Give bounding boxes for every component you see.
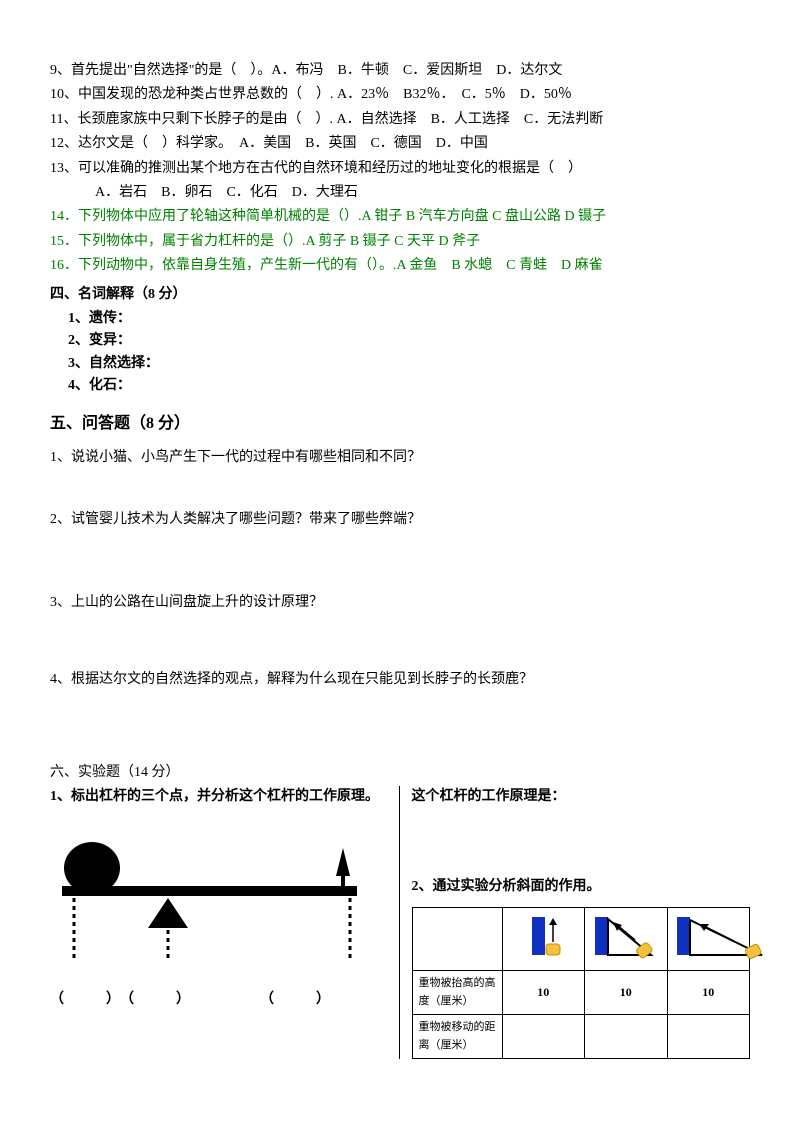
table-row: 重物被移动的距离（厘米） — [412, 1015, 750, 1059]
section-5-q3: 3、上山的公路在山间盘旋上升的设计原理？ — [50, 592, 750, 614]
section-5-q1: 1、说说小猫、小鸟产生下一代的过程中有哪些相同和不同？ — [50, 447, 750, 469]
term-4: 4、化石： — [68, 375, 750, 397]
section-4-heading: 四、名词解释（8 分） — [50, 284, 750, 306]
lever-prompt: 1、标出杠杆的三个点，并分析这个杠杆的工作原理。 — [50, 786, 389, 808]
question-13-line2: A．岩石 B．卵石 C．化石 D．大理石 — [50, 182, 750, 204]
cell-empty — [585, 1015, 668, 1059]
header-blank — [412, 907, 502, 970]
section-6-right: 这个杠杆的工作原理是： 2、通过实验分析斜面的作用。 — [400, 786, 751, 1059]
question-11: 11、长颈鹿家族中只剩下长脖子的是由（ ）. A．自然选择 B．人工选择 C．无… — [50, 109, 750, 131]
section-6-container: 1、标出杠杆的三个点，并分析这个杠杆的工作原理。 （ ） （ ） （ ） 这个杠… — [50, 786, 750, 1059]
section-5-q2: 2、试管婴儿技术为人类解决了哪些问题？带来了哪些弊端？ — [50, 509, 750, 531]
principle-prompt: 这个杠杆的工作原理是： — [412, 786, 751, 808]
question-9: 9、首先提出"自然选择"的是（ ）。A．布冯 B．牛顿 C．爱因斯坦 D．达尔文 — [50, 60, 750, 82]
term-2: 2、变异： — [68, 330, 750, 352]
section-5-heading: 五、问答题（8 分） — [50, 411, 750, 437]
question-13-line1: 13、可以准确的推测出某个地方在古代的自然环境和经历过的地址变化的根据是（ ） — [50, 158, 750, 180]
table-row — [412, 907, 750, 970]
question-10: 10、中国发现的恐龙种类占世界总数的（ ）. A．23％ B32％． C．5％ … — [50, 84, 750, 106]
diagram-cell-3 — [667, 907, 750, 970]
incline-table: 重物被抬高的高度（厘米） 10 10 10 重物被移动的距离（厘米） — [412, 907, 751, 1060]
term-3: 3、自然选择： — [68, 353, 750, 375]
cell-empty — [502, 1015, 585, 1059]
cell-value: 10 — [667, 970, 750, 1014]
table-row: 重物被抬高的高度（厘米） 10 10 10 — [412, 970, 750, 1014]
term-1: 1、遗传： — [68, 308, 750, 330]
lever-diagram — [50, 828, 389, 976]
section-5-q4: 4、根据达尔文的自然选择的观点，解释为什么现在只能见到长脖子的长颈鹿？ — [50, 669, 750, 691]
incline-prompt: 2、通过实验分析斜面的作用。 — [412, 876, 751, 898]
row2-label: 重物被移动的距离（厘米） — [412, 1015, 502, 1059]
question-15: 15．下列物体中，属于省力杠杆的是（）.A 剪子 B 镊子 C 天平 D 斧子 — [50, 231, 750, 253]
cell-value: 10 — [585, 970, 668, 1014]
cell-value: 10 — [502, 970, 585, 1014]
diagram-cell-2 — [585, 907, 668, 970]
question-12: 12、达尔文是（ ）科学家。 A．美国 B．英国 C．德国 D．中国 — [50, 133, 750, 155]
lever-labels: （ ） （ ） （ ） — [50, 989, 389, 1011]
section-6-left: 1、标出杠杆的三个点，并分析这个杠杆的工作原理。 （ ） （ ） （ ） — [50, 786, 400, 1059]
question-14: 14．下列物体中应用了轮轴这种简单机械的是（）.A 钳子 B 汽车方向盘 C 盘… — [50, 206, 750, 228]
cell-empty — [667, 1015, 750, 1059]
section-6-heading: 六、实验题（14 分） — [50, 762, 750, 784]
diagram-cell-1 — [502, 907, 585, 970]
row1-label: 重物被抬高的高度（厘米） — [412, 970, 502, 1014]
question-16: 16．下列动物中，依靠自身生殖，产生新一代的有（）。.A 金鱼 B 水螅 C 青… — [50, 255, 750, 277]
